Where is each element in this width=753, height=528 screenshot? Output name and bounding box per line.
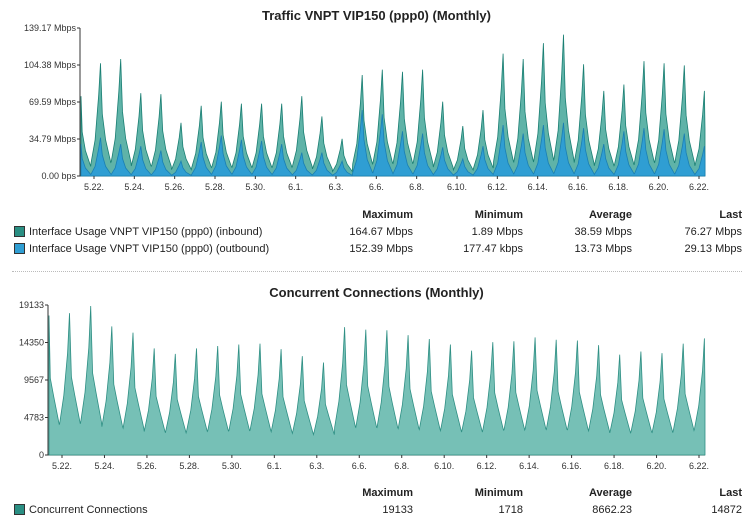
traffic-x-tick-label: 6.16. [568,182,588,192]
stats-row-inbound: Interface Usage VNPT VIP150 (ppp0) (inbo… [14,224,744,241]
legend-outbound[interactable]: Interface Usage VNPT VIP150 (ppp0) (outb… [14,241,269,258]
outbound-avg: 13.73 Mbps [574,243,632,255]
traffic-x-tick-label: 6.12. [487,182,507,192]
section-divider [12,271,742,272]
connections-x-tick-label: 6.20. [647,461,667,471]
traffic-y-tick-label: 0.00 bps [41,171,76,181]
connections-swatch-icon [14,504,25,515]
connections-max: 19133 [382,504,413,516]
traffic-stats-header: Maximum Minimum Average Last [14,207,744,224]
connections-y-tick-label: 9567 [24,375,44,385]
traffic-x-tick-label: 6.8. [409,182,424,192]
connections-x-tick-label: 5.28. [179,461,199,471]
connections-x-tick-label: 5.24. [94,461,114,471]
traffic-x-tick-label: 6.10. [447,182,467,192]
header-maximum: Maximum [362,487,413,499]
stats-row-outbound: Interface Usage VNPT VIP150 (ppp0) (outb… [14,241,744,258]
connections-x-tick-label: 5.30. [222,461,242,471]
header-last: Last [719,487,742,499]
connections-y-tick-label: 19133 [19,300,44,310]
outbound-label: Interface Usage VNPT VIP150 (ppp0) (outb… [29,243,270,255]
connections-x-tick-label: 6.18. [604,461,624,471]
traffic-y-tick-label: 69.59 Mbps [29,97,77,107]
header-maximum: Maximum [362,209,413,221]
traffic-x-tick-label: 5.26. [165,182,185,192]
traffic-x-tick-label: 5.28. [205,182,225,192]
inbound-last: 76.27 Mbps [684,226,742,238]
connections-area [48,305,706,456]
connections-min: 1718 [498,504,523,516]
connections-x-tick-label: 6.8. [394,461,409,471]
connections-stats-header: Maximum Minimum Average Last [14,485,744,502]
traffic-chart: 139.17 Mbps 104.38 Mbps 69.59 Mbps 34.79 Mb… [24,23,709,192]
connections-x-tick-label: 5.22. [52,461,72,471]
connections-stats-table: Maximum Minimum Average Last Concurrent … [14,485,744,519]
connections-last: 14872 [711,504,742,516]
connections-avg: 8662.23 [592,504,632,516]
traffic-x-tick-label: 6.22. [689,182,709,192]
connections-x-tick-label: 6.12. [477,461,497,471]
outbound-last: 29.13 Mbps [684,243,742,255]
traffic-x-tick-label: 5.24. [124,182,144,192]
inbound-swatch-icon [14,226,25,237]
connections-y-tick-label: 4783 [24,413,44,423]
connections-chart: 19133 14350 9567 4783 0 5.22. 5.24. 5.26. 5.28. 5… [19,300,709,471]
inbound-label: Interface Usage VNPT VIP150 (ppp0) (inbo… [29,226,263,238]
connections-x-tick-label: 6.22. [689,461,709,471]
traffic-stats-table: Maximum Minimum Average Last Interface U… [14,207,744,258]
header-last: Last [719,209,742,221]
traffic-x-tick-label: 5.22. [84,182,104,192]
traffic-x-tick-label: 6.1. [288,182,303,192]
outbound-max: 152.39 Mbps [349,243,413,255]
traffic-x-tick-label: 6.6. [369,182,384,192]
connections-chart-title: Concurrent Connections (Monthly) [269,285,484,300]
inbound-min: 1.89 Mbps [471,226,523,238]
connections-x-tick-label: 6.1. [267,461,282,471]
outbound-area [80,110,706,177]
traffic-y-tick-label: 34.79 Mbps [29,134,77,144]
traffic-x-tick-label: 6.20. [649,182,669,192]
traffic-x-tick-label: 6.3. [328,182,343,192]
legend-connections[interactable]: Concurrent Connections [14,502,148,519]
connections-y-tick-label: 0 [39,450,44,460]
legend-inbound[interactable]: Interface Usage VNPT VIP150 (ppp0) (inbo… [14,224,262,241]
header-average: Average [588,487,632,499]
connections-label: Concurrent Connections [29,504,148,516]
inbound-area [80,34,706,177]
traffic-y-tick-label: 104.38 Mbps [24,60,77,70]
header-average: Average [588,209,632,221]
traffic-x-tick-label: 6.14. [528,182,548,192]
stats-row-connections: Concurrent Connections 19133 1718 8662.2… [14,502,744,519]
connections-x-tick-label: 5.26. [137,461,157,471]
connections-x-tick-label: 6.10. [434,461,454,471]
traffic-chart-title: Traffic VNPT VIP150 (ppp0) (Monthly) [262,8,491,23]
connections-x-tick-label: 6.6. [352,461,367,471]
outbound-swatch-icon [14,243,25,254]
traffic-x-tick-label: 5.30. [245,182,265,192]
header-minimum: Minimum [474,209,523,221]
header-minimum: Minimum [474,487,523,499]
connections-y-tick-label: 14350 [19,338,44,348]
inbound-max: 164.67 Mbps [349,226,413,238]
inbound-avg: 38.59 Mbps [574,226,632,238]
traffic-y-tick-label: 139.17 Mbps [24,23,77,33]
traffic-x-tick-label: 6.18. [608,182,628,192]
connections-x-tick-label: 6.14. [519,461,539,471]
connections-x-tick-label: 6.3. [309,461,324,471]
outbound-min: 177.47 kbps [463,243,523,255]
connections-x-tick-label: 6.16. [562,461,582,471]
